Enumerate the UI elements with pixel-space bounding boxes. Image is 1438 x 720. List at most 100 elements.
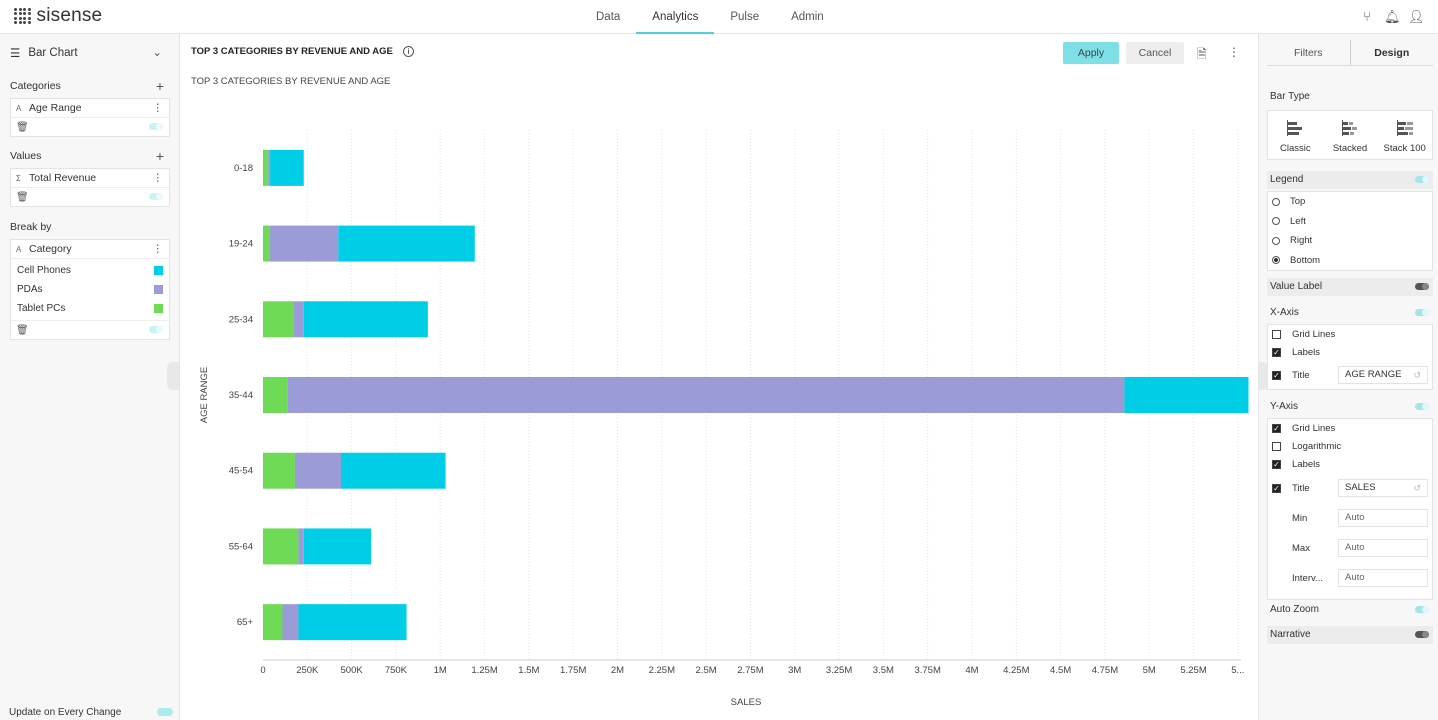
y-min-input[interactable]: Auto <box>1338 509 1428 527</box>
bar-type-stack100[interactable]: Stack 100 <box>1377 111 1432 159</box>
nav-pulse[interactable]: Pulse <box>730 11 760 23</box>
trash-icon[interactable]: 🗑︎ <box>16 191 29 203</box>
legend-bottom-option[interactable]: Bottom <box>1268 251 1432 271</box>
legend-top-option[interactable]: Top <box>1268 192 1432 212</box>
bar-segment[interactable] <box>263 301 294 338</box>
checkbox-checked[interactable]: ✓ <box>1272 483 1281 493</box>
nav-analytics[interactable]: Analytics <box>636 0 715 34</box>
bar-type-stacked[interactable]: Stacked <box>1323 111 1378 159</box>
bar-segment[interactable] <box>1124 377 1249 413</box>
narrative-toggle[interactable] <box>1415 631 1429 638</box>
trash-icon[interactable]: 🗑︎ <box>16 324 29 336</box>
category-field[interactable]: A Age Range ⋮ <box>11 99 169 118</box>
checkbox[interactable] <box>1272 441 1281 451</box>
bar-segment[interactable] <box>293 301 304 338</box>
checkbox-checked[interactable]: ✓ <box>1272 459 1281 469</box>
bar-segment[interactable] <box>303 301 428 338</box>
x-title-input[interactable]: AGE RANGE ↺ <box>1338 366 1428 384</box>
x-grid-lines-option[interactable]: Grid Lines <box>1268 325 1432 343</box>
bar-segment[interactable] <box>298 604 407 641</box>
bar-segment[interactable] <box>268 149 271 186</box>
reset-icon[interactable]: ↺ <box>1413 370 1421 380</box>
category-toggle[interactable] <box>149 123 163 130</box>
bar-type-classic[interactable]: Classic <box>1268 111 1323 159</box>
widget-title[interactable]: TOP 3 CATEGORIES BY REVENUE AND AGE <box>191 46 393 57</box>
radio-button-selected[interactable] <box>1272 256 1280 265</box>
radio-button[interactable] <box>1272 217 1280 226</box>
bar-segment[interactable] <box>282 604 299 641</box>
bar-segment[interactable] <box>263 225 270 262</box>
auto-zoom-toggle[interactable] <box>1415 606 1429 613</box>
y-interval-input[interactable]: Auto <box>1338 569 1428 587</box>
breakby-field[interactable]: A Category ⋮ <box>11 240 169 259</box>
member-label: PDAs <box>17 284 43 295</box>
cancel-button[interactable]: Cancel <box>1126 42 1184 64</box>
breakby-member[interactable]: Tablet PCs <box>11 299 169 318</box>
bar-segment[interactable] <box>338 225 475 262</box>
bar-segment[interactable] <box>340 452 446 489</box>
kebab-menu-icon[interactable]: ⋮ <box>1228 45 1240 59</box>
tab-filters[interactable]: Filters <box>1293 47 1323 59</box>
add-category-icon[interactable]: + <box>155 78 164 94</box>
y-title-input[interactable]: SALES ↺ <box>1338 479 1428 497</box>
legend-toggle[interactable] <box>1415 176 1429 183</box>
breakby-member[interactable]: PDAs <box>11 280 169 299</box>
y-title-option[interactable]: ✓ Title SALES ↺ <box>1268 473 1432 503</box>
chart-type-selector[interactable]: ☰ Bar Chart ⌄ <box>10 44 170 62</box>
kebab-menu-icon[interactable]: ⋮ <box>152 172 164 184</box>
color-swatch[interactable] <box>154 304 163 313</box>
breakby-toggle[interactable] <box>149 326 163 333</box>
bar-segment[interactable] <box>303 528 372 565</box>
y-log-option[interactable]: Logarithmic <box>1268 437 1432 455</box>
user-icon[interactable]: 👤︎ <box>1408 9 1425 24</box>
radio-button[interactable] <box>1272 197 1280 206</box>
bar-segment[interactable] <box>270 149 304 186</box>
value-label-toggle[interactable] <box>1415 283 1429 290</box>
bar-segment[interactable] <box>263 149 269 186</box>
nav-admin[interactable]: Admin <box>791 11 824 23</box>
branch-icon[interactable]: ⑂ <box>1363 9 1371 24</box>
nav-data[interactable]: Data <box>596 11 621 23</box>
trash-icon[interactable]: 🗑︎ <box>16 121 29 133</box>
x-axis-toggle[interactable] <box>1415 309 1429 316</box>
tab-design[interactable]: Design <box>1349 40 1434 65</box>
bar-segment[interactable] <box>263 452 295 489</box>
kebab-menu-icon[interactable]: ⋮ <box>152 102 164 114</box>
x-labels-option[interactable]: ✓ Labels <box>1268 343 1432 361</box>
apply-button[interactable]: Apply <box>1063 42 1119 64</box>
breakby-member[interactable]: Cell Phones <box>11 261 169 280</box>
radio-button[interactable] <box>1272 236 1280 245</box>
add-value-icon[interactable]: + <box>155 148 164 164</box>
bell-icon[interactable]: 🔔︎ <box>1384 9 1401 24</box>
checkbox-checked[interactable]: ✓ <box>1272 423 1281 433</box>
bar-segment[interactable] <box>263 377 288 413</box>
y-labels-option[interactable]: ✓ Labels <box>1268 455 1432 473</box>
reset-icon[interactable]: ↺ <box>1413 483 1421 493</box>
collapse-right-handle[interactable] <box>1258 362 1268 390</box>
document-icon[interactable]: 🗎︎ <box>1197 47 1207 61</box>
color-swatch[interactable] <box>154 285 163 294</box>
info-icon[interactable]: i <box>402 46 414 57</box>
y-axis-toggle[interactable] <box>1415 403 1429 410</box>
x-title-option[interactable]: ✓ Title AGE RANGE ↺ <box>1268 361 1432 389</box>
bar-segment[interactable] <box>287 377 1125 413</box>
y-max-input[interactable]: Auto <box>1338 539 1428 557</box>
update-toggle[interactable] <box>157 708 173 716</box>
bar-segment[interactable] <box>298 528 304 565</box>
legend-right-option[interactable]: Right <box>1268 231 1432 251</box>
checkbox[interactable] <box>1272 329 1281 339</box>
color-swatch[interactable] <box>154 266 163 275</box>
value-field[interactable]: Σ Total Revenue ⋮ <box>11 169 169 188</box>
collapse-left-handle[interactable] <box>167 362 179 390</box>
bar-segment[interactable] <box>269 225 339 262</box>
legend-left-option[interactable]: Left <box>1268 212 1432 232</box>
value-toggle[interactable] <box>149 193 163 200</box>
bar-segment[interactable] <box>263 604 283 641</box>
bar-segment[interactable] <box>294 452 341 489</box>
checkbox-checked[interactable]: ✓ <box>1272 370 1281 380</box>
y-grid-lines-option[interactable]: ✓ Grid Lines <box>1268 419 1432 437</box>
sisense-logo[interactable]: sisense <box>14 5 102 27</box>
checkbox-checked[interactable]: ✓ <box>1272 347 1281 357</box>
bar-segment[interactable] <box>263 528 299 565</box>
kebab-menu-icon[interactable]: ⋮ <box>152 243 164 255</box>
